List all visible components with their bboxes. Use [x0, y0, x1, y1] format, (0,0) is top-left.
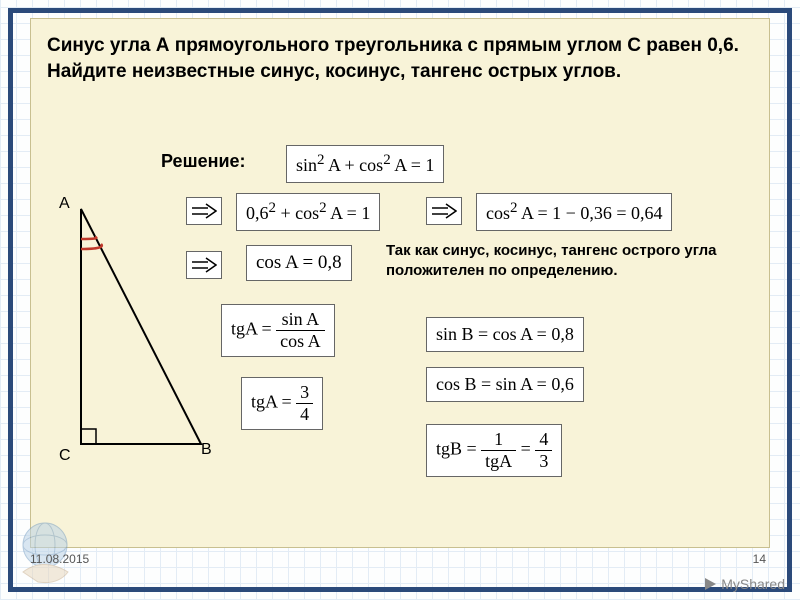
formula-cosB: cos B = sin A = 0,6	[426, 367, 584, 402]
formula-sinB: sin B = cos A = 0,8	[426, 317, 584, 352]
footer-date: 11.08.2015	[30, 552, 89, 566]
equals: =	[521, 439, 531, 459]
denominator: tgA	[481, 451, 516, 471]
lhs: tgB =	[436, 439, 477, 459]
denominator: cos A	[276, 331, 325, 351]
numerator: 1	[481, 430, 516, 451]
formula-step2: cos2 A = 1 − 0,36 = 0,64	[476, 193, 672, 231]
formula-step1: 0,62 + cos2 A = 1	[236, 193, 380, 231]
numerator: 4	[535, 430, 552, 451]
numerator: sin A	[276, 310, 325, 331]
problem-title: Синус угла А прямоугольного треугольника…	[47, 33, 753, 84]
implies-icon	[426, 197, 462, 225]
denominator: 3	[535, 451, 552, 471]
formula-cosA: cos A = 0,8	[246, 245, 352, 281]
formula-identity: sin2 A + cos2 A = 1	[286, 145, 444, 183]
triangle-figure: A C B	[51, 189, 221, 479]
denominator: 4	[296, 404, 313, 424]
content-panel: Синус угла А прямоугольного треугольника…	[30, 18, 770, 548]
watermark: MyShared	[703, 576, 785, 592]
vertex-C: C	[59, 447, 71, 465]
formula-tgA-val: tgA = 3 4	[241, 377, 323, 430]
footer-page: 14	[753, 552, 766, 566]
vertex-A: A	[59, 195, 70, 213]
lhs: tgA =	[231, 319, 272, 339]
note-text: Так как синус, косинус, тангенс острого …	[386, 241, 766, 282]
formula-tgA-def: tgA = sin A cos A	[221, 304, 335, 357]
formula-tgB: tgB = 1 tgA = 4 3	[426, 424, 562, 477]
watermark-text: MyShared	[721, 576, 785, 592]
solution-label: Решение:	[161, 151, 246, 172]
play-icon	[703, 577, 717, 591]
vertex-B: B	[201, 441, 212, 459]
lhs: tgA =	[251, 392, 292, 412]
numerator: 3	[296, 383, 313, 404]
